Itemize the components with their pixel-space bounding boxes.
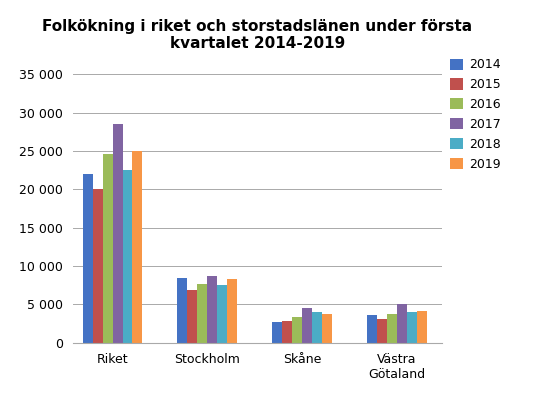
Bar (207, 276, 217, 343)
Bar (132, 151, 143, 343)
Bar (93, 189, 103, 343)
Bar (312, 312, 322, 343)
Bar (187, 290, 197, 343)
Bar (322, 314, 332, 343)
Bar (387, 314, 397, 343)
Bar (217, 285, 227, 343)
Bar (122, 170, 132, 343)
Bar (282, 321, 292, 343)
Bar (112, 123, 122, 343)
Bar (177, 279, 187, 343)
Bar (272, 322, 282, 343)
Bar (407, 312, 416, 343)
Bar (103, 154, 112, 343)
Bar (292, 317, 302, 343)
Legend: 2014, 2015, 2016, 2017, 2018, 2019: 2014, 2015, 2016, 2017, 2018, 2019 (446, 54, 506, 176)
Bar (83, 174, 93, 343)
Bar (227, 279, 237, 343)
Bar (197, 284, 207, 343)
Bar (397, 305, 407, 343)
Bar (367, 315, 377, 343)
Bar (416, 311, 427, 343)
Title: Folkökning i riket och storstadslänen under första
kvartalet 2014-2019: Folkökning i riket och storstadslänen un… (42, 19, 472, 51)
Bar (377, 319, 387, 343)
Bar (302, 307, 312, 343)
